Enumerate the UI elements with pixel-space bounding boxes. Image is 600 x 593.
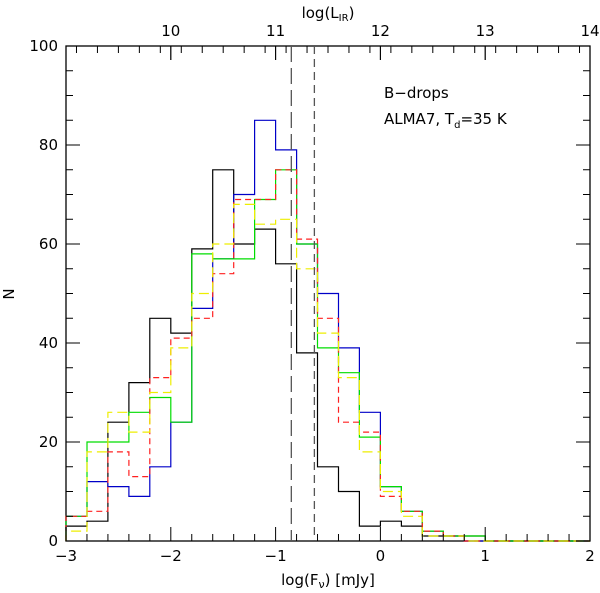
annotation-config: ALMA7, Td=35 K — [384, 110, 508, 131]
x-tick-label: −1 — [265, 547, 287, 565]
top-tick-label: 14 — [580, 22, 599, 40]
series-green-histogram — [65, 169, 590, 542]
annotation-config-sub: d — [454, 120, 460, 131]
annotation-config-main: ALMA7, T — [384, 110, 455, 128]
x-tick-label: −3 — [55, 547, 77, 565]
series-black-histogram — [65, 169, 590, 542]
y-axis-label: N — [0, 288, 18, 299]
x-axis-label-sub: ν — [318, 578, 324, 591]
annotation-sample: B−drops — [384, 84, 449, 102]
top-tick-label: 10 — [161, 22, 180, 40]
y-tick-label: 20 — [39, 433, 58, 451]
x-tick-label: 1 — [480, 547, 490, 565]
top-axis-label-suffix: ) — [349, 4, 355, 22]
x-tick-label: 2 — [585, 547, 595, 565]
y-tick-label: 0 — [48, 532, 58, 550]
series-yellow-histogram — [65, 203, 590, 542]
x-axis-label-main: log(F — [281, 571, 318, 589]
x-axis-label-suffix: ) [mJy] — [325, 571, 375, 589]
y-tick-label: 80 — [39, 136, 58, 154]
y-tick-label: 100 — [29, 37, 58, 55]
top-axis-label: log(LIR) — [302, 4, 355, 24]
top-axis-label-main: log(L — [302, 4, 340, 22]
series-red-histogram — [65, 169, 590, 542]
x-axis-label: log(Fν) [mJy] — [281, 571, 375, 591]
series-layer — [65, 119, 590, 542]
top-tick-label: 11 — [266, 22, 285, 40]
x-tick-label: 0 — [376, 547, 386, 565]
top-axis-label-sub: IR — [339, 13, 349, 24]
annotation-config-suffix: =35 K — [460, 110, 507, 128]
y-tick-label: 60 — [39, 235, 58, 253]
top-tick-label: 12 — [371, 22, 390, 40]
x-tick-label: −2 — [160, 547, 182, 565]
top-tick-label: 13 — [476, 22, 495, 40]
y-tick-label: 40 — [39, 334, 58, 352]
series-blue-histogram — [65, 119, 590, 542]
reference-lines — [290, 46, 316, 541]
